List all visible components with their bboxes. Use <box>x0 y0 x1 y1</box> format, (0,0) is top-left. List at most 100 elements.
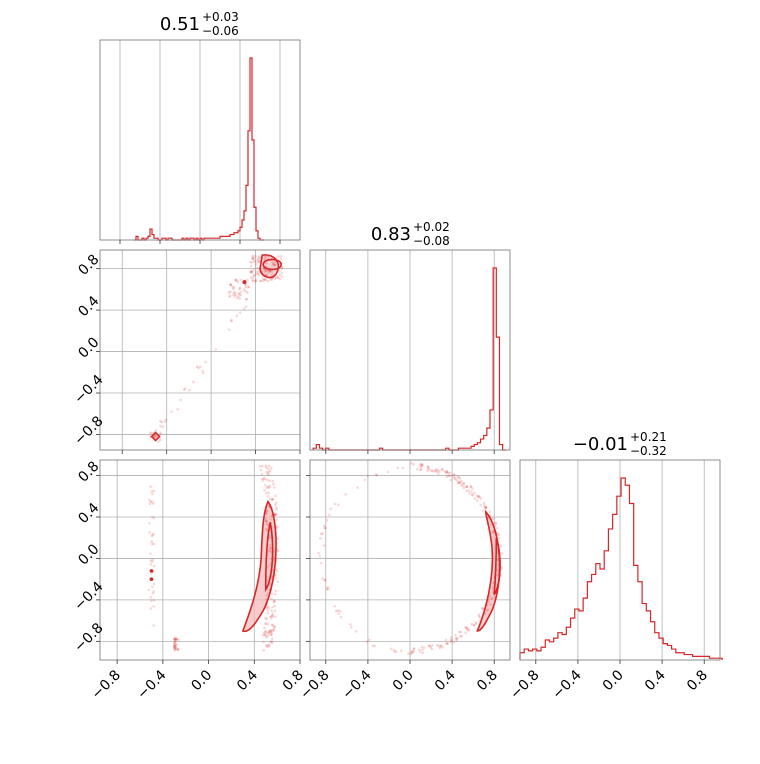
scatter-param3-vs-param1-point-86 <box>264 603 268 607</box>
scatter-param2-vs-param1-point-163 <box>160 420 164 424</box>
scatter-param2-vs-param1-point-3 <box>251 257 254 261</box>
scatter-param3-vs-param1-point-106 <box>266 644 270 647</box>
scatter-param3-vs-param1-point-213 <box>148 502 152 506</box>
scatter-param2-vs-param1-point-123 <box>234 293 237 297</box>
scatter-param3-vs-param1-point-125 <box>265 645 269 648</box>
scatter-param3-vs-param1-point-131 <box>264 519 268 523</box>
hist-param-2 <box>309 249 511 454</box>
scatter-param2-vs-param1-point-63 <box>256 272 259 276</box>
scatter-param3-vs-param1-point-191 <box>260 472 264 476</box>
scatter-param2-vs-param1-point-119 <box>261 279 265 283</box>
scatter-param3-vs-param2-point-209 <box>461 484 464 488</box>
scatter-param3-vs-param1-point-130 <box>272 482 275 486</box>
scatter-param2-vs-param1-point-107 <box>268 270 272 273</box>
scatter-param2-vs-param1-point-186 <box>176 408 180 411</box>
scatter-param2-vs-param1-point-39 <box>273 263 277 267</box>
scatter-param3-vs-param2-point-205 <box>491 587 495 591</box>
scatter-param2-vs-param1-point-126 <box>246 278 249 282</box>
scatter-param3-vs-param1-point-114 <box>269 568 273 571</box>
scatter-param3-vs-param2-point-45 <box>326 587 330 591</box>
scatter-param3-vs-param1-point-146 <box>271 536 274 540</box>
scatter-param3-vs-param2-point-228 <box>484 505 488 509</box>
scatter-param3-vs-param1-point-193 <box>266 553 269 557</box>
scatter-param3-vs-param1-point-243 <box>173 648 177 652</box>
scatter-param3-vs-param2-point-208 <box>465 485 469 488</box>
scatter-param3-vs-param1-point-39 <box>270 623 274 627</box>
scatter-param2-vs-param1-point-122 <box>238 292 242 296</box>
scatter-param3-vs-param2-point-211 <box>489 514 492 518</box>
scatter-param2-vs-param1-point-105 <box>256 261 260 264</box>
scatter-param2-vs-param1-point-14 <box>262 266 266 269</box>
scatter-param2-vs-param1-point-78 <box>263 270 266 274</box>
scatter-param3-vs-param1-point-22 <box>269 587 273 591</box>
scatter-param3-vs-param2-point-4 <box>339 615 343 619</box>
scatter-param3-vs-param1-point-189 <box>270 535 274 539</box>
scatter-param2-vs-param1-point-198 <box>158 432 162 436</box>
scatter-param3-vs-param1-point-142 <box>269 630 273 633</box>
scatter-param3-vs-param2-point-253 <box>444 638 448 642</box>
scatter-param2-vs-param1-point-93 <box>273 260 277 263</box>
scatter-param3-vs-param2-point-249 <box>482 503 486 507</box>
scatter-param3-vs-param1-point-158 <box>275 506 278 510</box>
scatter-param2-vs-param1-point-99 <box>271 275 274 279</box>
bottom-middle-x-label-1: −0.4 <box>339 667 374 702</box>
scatter-param3-vs-param1-point-99 <box>268 505 271 509</box>
bottom-right-x-label-2: 0.0 <box>600 667 627 694</box>
scatter-param3-vs-param1-point-35 <box>271 497 274 501</box>
scatter-param3-vs-param1-point-165 <box>275 508 278 511</box>
scatter-param3-vs-param2-point-107 <box>434 469 437 473</box>
scatter-param3-vs-param2-point-50 <box>483 506 487 509</box>
scatter-param3-vs-param2-point-172 <box>465 626 468 630</box>
scatter-param3-vs-param2-point-185 <box>457 481 461 484</box>
scatter-param2-vs-param1-point-49 <box>268 268 271 271</box>
scatter-param3-vs-param1-point-184 <box>266 523 270 527</box>
scatter-param3-vs-param1-point-55 <box>274 494 277 498</box>
scatter-param3-vs-param2-point-220 <box>325 518 329 522</box>
scatter-param3-vs-param2-point-83 <box>474 622 478 626</box>
scatter-param3-vs-param1-point-212 <box>151 533 154 536</box>
scatter-param3-vs-param1-point-18 <box>268 576 272 579</box>
scatter-param2-vs-param1-point-179 <box>235 314 239 318</box>
row3-y-label-1: −0.4 <box>71 579 106 614</box>
scatter-param2-vs-param1-point-140 <box>238 286 242 290</box>
scatter-param2-vs-param1-point-62 <box>250 271 254 274</box>
scatter-param3-vs-param1-point-162 <box>264 512 268 516</box>
scatter-param2-vs-param1-point-9 <box>267 267 270 271</box>
scatter-param3-vs-param1-point-83 <box>266 494 270 498</box>
scatter-param3-vs-param2-point-95 <box>471 493 474 496</box>
scatter-param3-vs-param2-point-0 <box>493 595 496 599</box>
scatter-param3-vs-param2-point-152 <box>478 615 482 619</box>
scatter-param3-vs-param1 <box>96 459 301 664</box>
scatter-param3-vs-param2-point-16 <box>460 483 463 486</box>
scatter-param3-vs-param2-point-181 <box>317 551 320 555</box>
scatter-param2-vs-param1-point-136 <box>232 286 236 289</box>
scatter-param3-vs-param2-point-108 <box>420 645 424 649</box>
contour-blob-3v1-b <box>149 577 154 581</box>
scatter-param3-vs-param2-point-221 <box>462 486 466 490</box>
scatter-param2-vs-param1-point-159 <box>239 293 242 297</box>
scatter-param3-vs-param2-point-31 <box>323 526 327 530</box>
scatter-param3-vs-param1-point-185 <box>264 633 267 636</box>
tick-labels: −0.8 −0.4 0.0 0.4 0.8−0.8 −0.4 0.0 0.4 0.8 −0.8 −0… <box>71 252 711 703</box>
bottom-middle-x-label-4: 0.8 <box>474 667 501 694</box>
scatter-param2-vs-param1-point-86 <box>265 262 268 265</box>
scatter-param3-vs-param2-point-223 <box>430 469 433 473</box>
scatter-param3-vs-param2-point-121 <box>409 652 413 656</box>
scatter-param2-vs-param1-point-174 <box>204 360 207 364</box>
scatter-param3-vs-param1-point-136 <box>273 625 277 629</box>
contour-outer-2v1 <box>259 254 280 279</box>
scatter-param3-vs-param2-point-135 <box>444 471 448 475</box>
scatter-param3-vs-param1-point-233 <box>150 560 154 563</box>
scatter-param3-vs-param2-point-246 <box>407 652 410 656</box>
scatter-param3-vs-param2-point-8 <box>491 590 495 594</box>
scatter-param2-vs-param1-point-38 <box>279 258 283 261</box>
scatter-param3-vs-param1-point-222 <box>152 516 156 520</box>
scatter-param3-vs-param2-point-203 <box>454 633 457 637</box>
scatter-param3-vs-param1-point-98 <box>267 642 271 646</box>
scatter-param3-vs-param2-point-77 <box>441 467 444 471</box>
scatter-param3-vs-param2-point-59 <box>478 619 482 623</box>
scatter-param3-vs-param2-point-194 <box>495 531 499 535</box>
scatter-param3-vs-param1-point-211 <box>150 492 154 496</box>
bottom-middle-x-label-0: −0.8 <box>297 667 332 702</box>
bottom-left-x-label-2: 0.0 <box>188 667 215 694</box>
